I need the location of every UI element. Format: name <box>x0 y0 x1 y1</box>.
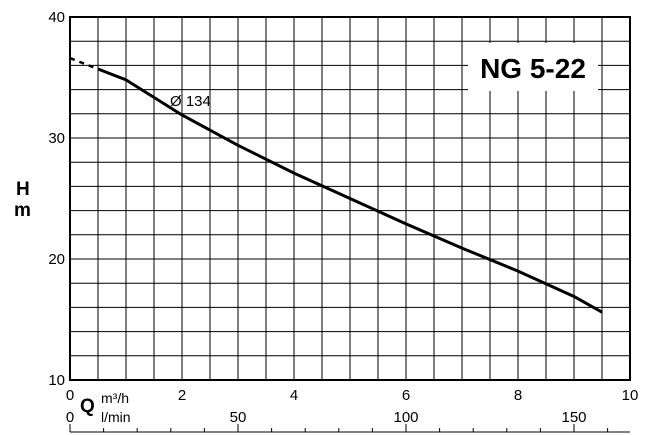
x-tick-label: 6 <box>402 387 410 404</box>
x-axis-unit-primary: m³/h <box>101 390 129 406</box>
y-axis-symbol: H <box>16 179 30 200</box>
secondary-x-tick-label: 100 <box>393 409 418 426</box>
secondary-x-tick-label: 150 <box>561 409 586 426</box>
y-tick-label: 20 <box>48 251 65 268</box>
y-tick-label: 10 <box>48 372 65 389</box>
y-tick-labels: 10 20 30 40 <box>48 9 65 389</box>
x-axis-symbol: Q <box>80 396 95 417</box>
model-label-background <box>468 43 598 91</box>
series-label: Ø 134 <box>170 93 211 110</box>
secondary-x-tick-label: 50 <box>230 409 247 426</box>
secondary-x-tick-labels: 0 50 100 150 <box>66 409 587 426</box>
x-tick-label: 4 <box>290 387 298 404</box>
x-tick-label: 2 <box>178 387 186 404</box>
y-axis-unit: m <box>14 200 31 221</box>
x-tick-labels: 0 2 4 6 8 10 <box>66 387 639 404</box>
plot-frame <box>69 16 631 381</box>
x-tick-label: 10 <box>622 387 639 404</box>
x-axis-unit-secondary: l/min <box>101 409 131 425</box>
curve-series-line <box>97 67 603 314</box>
secondary-x-tick-label: 0 <box>66 409 74 426</box>
x-tick-label: 8 <box>514 387 522 404</box>
curve-extrapolated-segment <box>69 56 99 71</box>
y-tick-label: 40 <box>48 9 65 26</box>
secondary-x-axis <box>69 424 630 433</box>
chart-title: NG 5-22 <box>480 53 586 84</box>
grid-lines <box>70 17 630 380</box>
y-tick-label: 30 <box>48 130 65 147</box>
x-tick-label: 0 <box>66 387 74 404</box>
model-label-box: NG 5-22 <box>468 43 598 91</box>
